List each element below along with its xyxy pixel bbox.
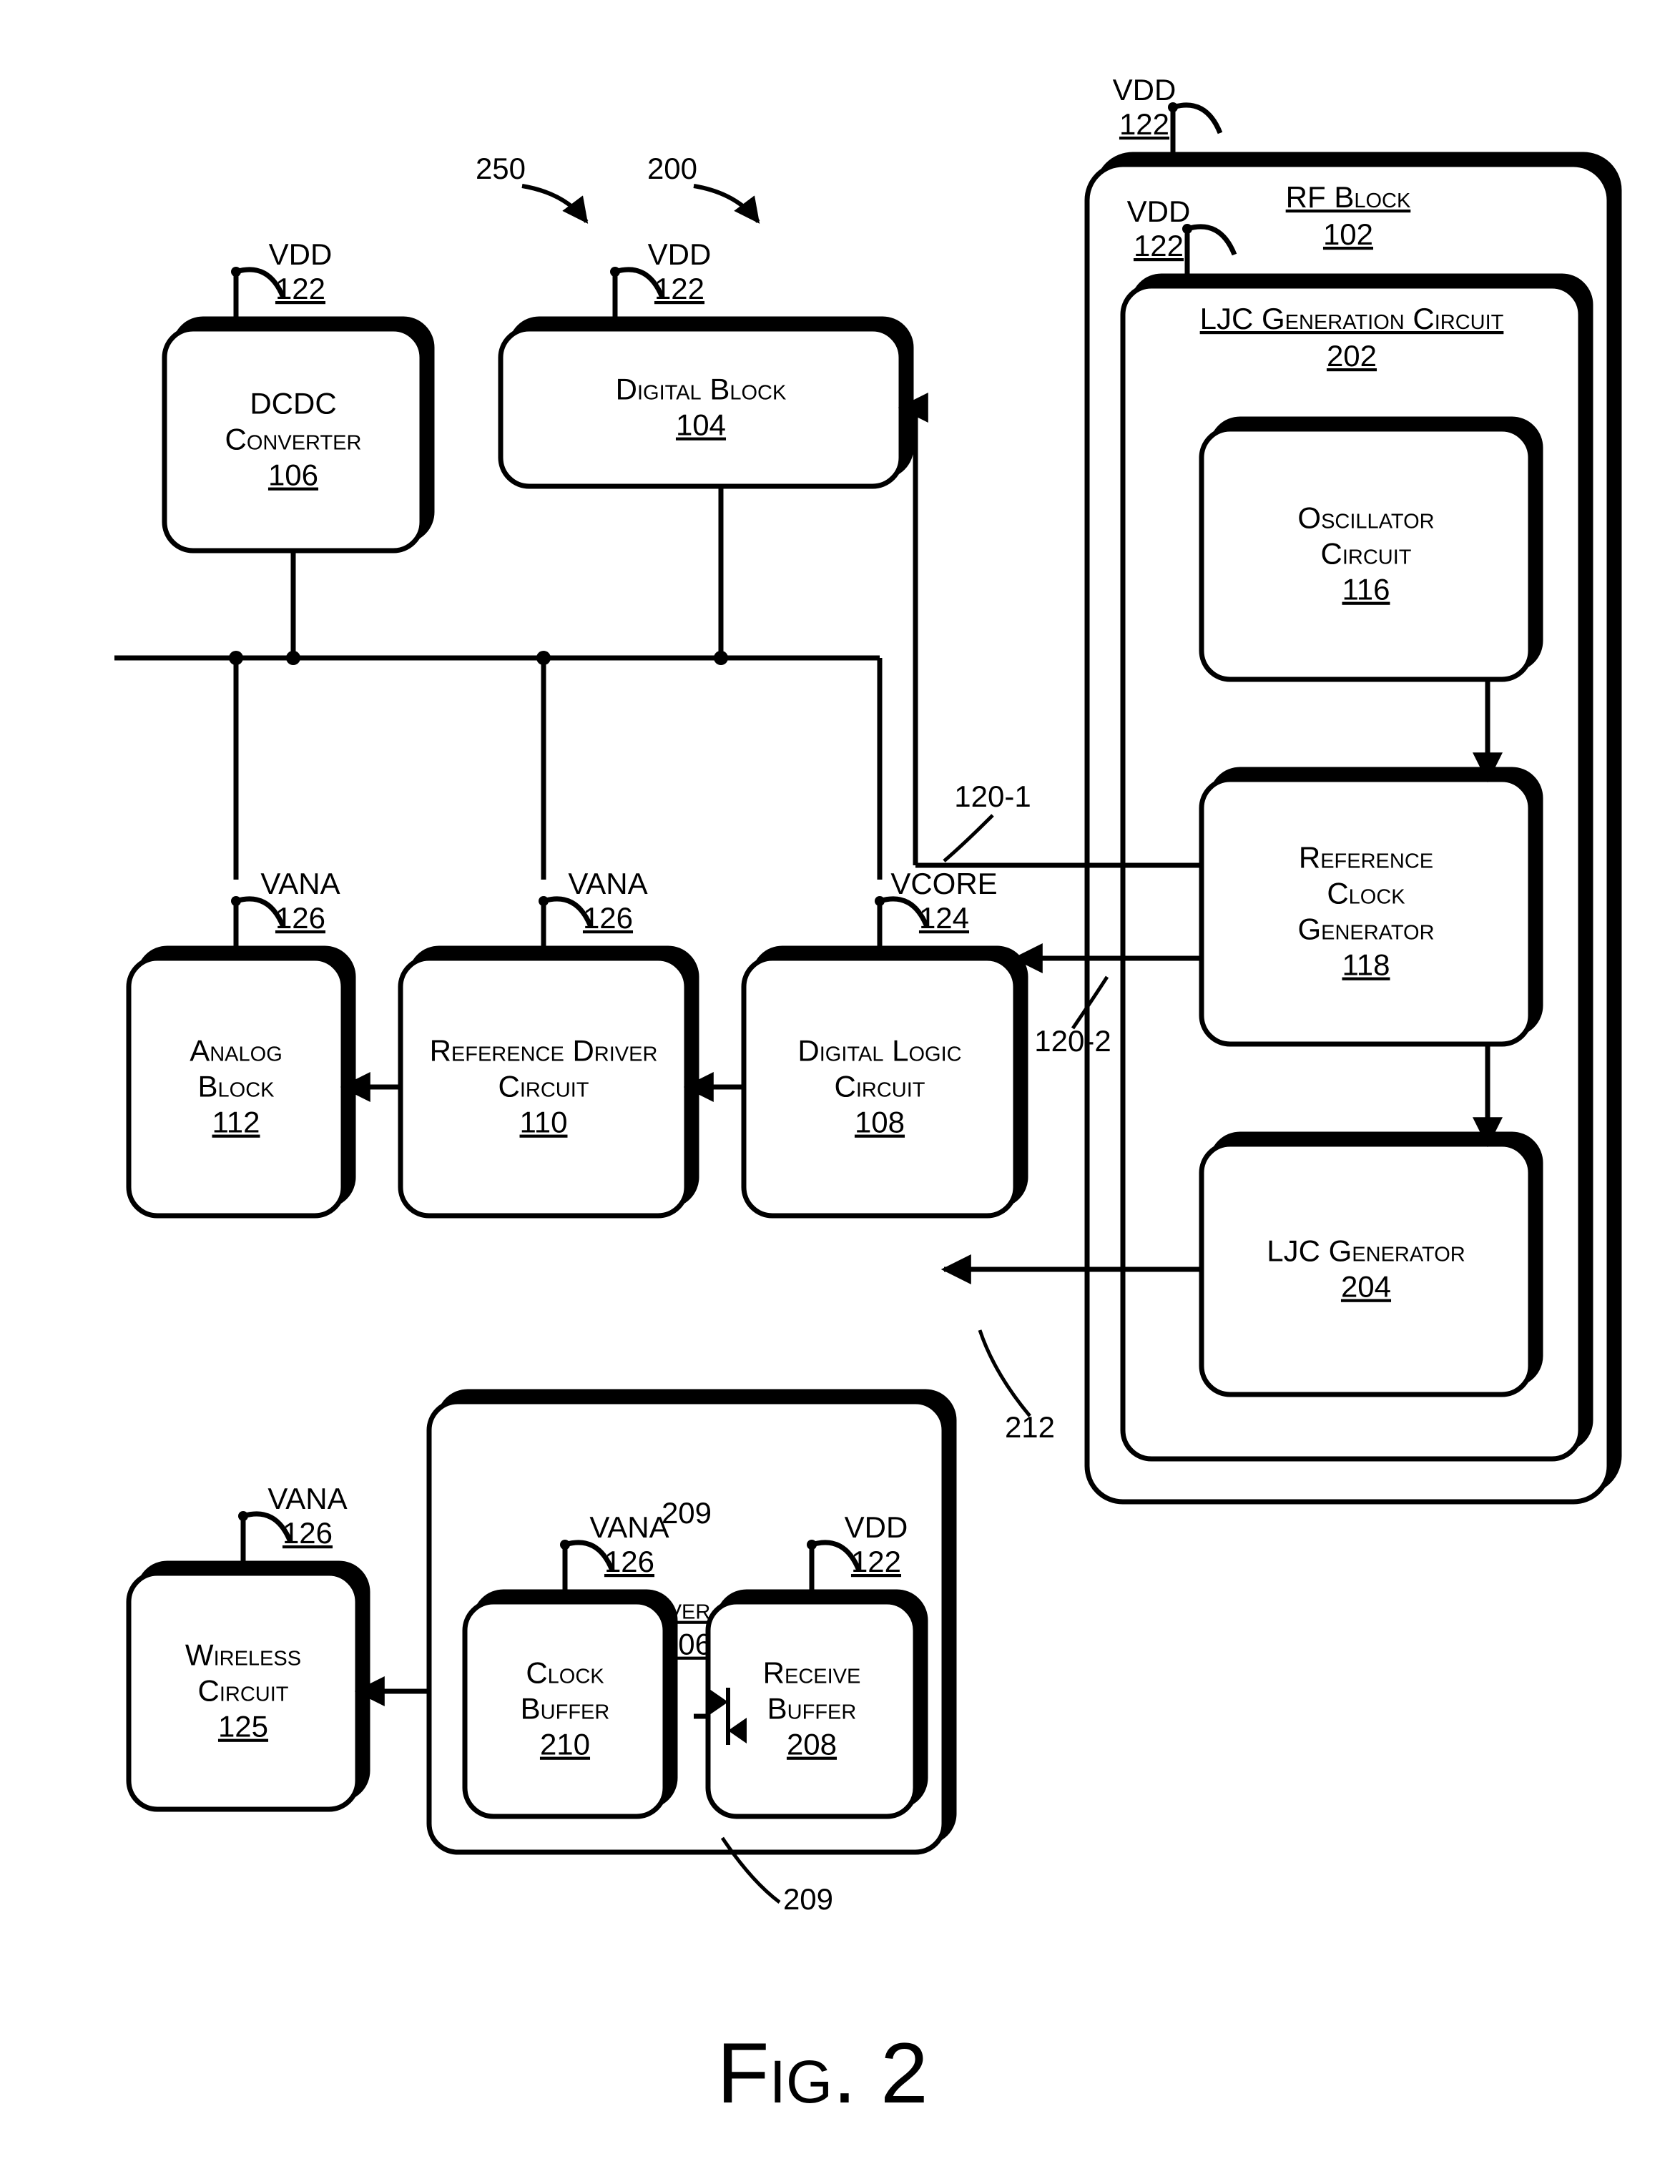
block-osc: OscillatorCircuit116 [1202,419,1541,679]
svg-text:VDD: VDD [1127,195,1191,228]
svg-text:Receive: Receive [763,1656,861,1690]
svg-text:209: 209 [662,1496,712,1530]
svg-text:VDD: VDD [269,237,333,271]
block-ljcg: LJC Generator204 [1202,1134,1541,1394]
svg-text:126: 126 [604,1545,654,1578]
svg-text:VDD: VDD [1113,73,1177,107]
svg-text:Circuit: Circuit [835,1070,925,1103]
svg-text:Reference Driver: Reference Driver [430,1034,658,1068]
svg-text:Buffer: Buffer [767,1692,857,1726]
svg-text:VANA: VANA [267,1482,347,1515]
svg-text:125: 125 [218,1710,268,1743]
svg-text:209: 209 [783,1882,833,1916]
svg-text:120-2: 120-2 [1034,1024,1111,1058]
svg-text:126: 126 [283,1516,333,1550]
svg-text:110: 110 [520,1106,568,1139]
svg-text:Circuit: Circuit [498,1070,589,1103]
svg-text:Clock: Clock [1327,877,1405,910]
svg-text:108: 108 [855,1106,905,1139]
svg-text:124: 124 [919,901,969,935]
svg-text:126: 126 [275,901,325,935]
svg-text:VANA: VANA [260,867,340,900]
svg-text:Oscillator: Oscillator [1297,501,1434,535]
svg-text:210: 210 [540,1728,590,1761]
svg-text:DCDC: DCDC [250,387,336,420]
block-digital: Digital Block104 VDD122 [501,237,911,486]
svg-text:122: 122 [1119,107,1169,141]
svg-text:Clock: Clock [526,1656,604,1690]
figure-label: Fig. 2 [717,2025,928,2121]
svg-text:122: 122 [275,272,325,305]
svg-text:Block: Block [198,1070,275,1103]
svg-text:204: 204 [1341,1270,1391,1304]
svg-text:200: 200 [647,152,697,185]
svg-text:VANA: VANA [568,867,647,900]
block-wireless: WirelessCircuit125 VANA126 [129,1482,368,1809]
svg-text:116: 116 [1342,573,1390,606]
svg-text:202: 202 [1327,339,1377,373]
svg-text:Digital Block: Digital Block [616,373,787,406]
svg-text:106: 106 [268,458,318,492]
svg-text:Analog: Analog [190,1034,283,1068]
svg-text:Reference: Reference [1299,841,1433,875]
svg-text:Buffer: Buffer [521,1692,610,1726]
block-refdrv: Reference DriverCircuit110 VANA126 [401,867,697,1216]
svg-text:122: 122 [654,272,704,305]
svg-text:RF Block: RF Block [1286,180,1411,214]
svg-text:Converter: Converter [225,423,362,456]
block-analog: AnalogBlock112 VANA126 [129,867,353,1216]
svg-text:118: 118 [1342,948,1390,982]
svg-text:122: 122 [851,1545,901,1578]
svg-text:VANA: VANA [589,1510,669,1544]
svg-text:Circuit: Circuit [198,1674,289,1708]
svg-text:104: 104 [676,408,726,442]
block-refclk: ReferenceClockGenerator118 [1202,769,1541,1044]
svg-text:126: 126 [583,901,633,935]
svg-text:Digital Logic: Digital Logic [797,1034,961,1068]
svg-text:122: 122 [1134,229,1184,262]
svg-text:LJC Generator: LJC Generator [1267,1234,1465,1268]
svg-text:Wireless: Wireless [185,1638,301,1672]
block-dlogic: Digital LogicCircuit108 VCORE124 [744,867,1026,1216]
svg-text:VDD: VDD [845,1510,908,1544]
svg-text:Circuit: Circuit [1321,537,1412,571]
svg-text:208: 208 [787,1728,837,1761]
svg-text:102: 102 [1323,217,1373,251]
svg-text:120-1: 120-1 [954,779,1031,813]
svg-text:VDD: VDD [648,237,712,271]
svg-text:112: 112 [212,1106,260,1139]
svg-text:VCORE: VCORE [890,867,997,900]
svg-text:Generator: Generator [1297,913,1434,946]
block-dcdc: DCDCConverter106 VDD122 [164,237,432,551]
svg-text:250: 250 [476,152,526,185]
svg-text:LJC Generation Circuit: LJC Generation Circuit [1200,302,1504,335]
